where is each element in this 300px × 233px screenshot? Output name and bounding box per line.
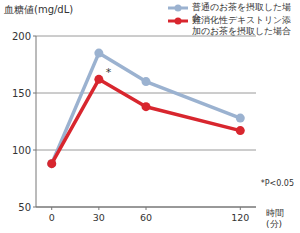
series-marker — [47, 159, 56, 168]
legend-label: 難消化性デキストリン添加のお茶を摂取した場合 — [192, 15, 298, 37]
series-marker — [236, 114, 245, 123]
legend-swatch-marker — [175, 5, 182, 12]
x-tick-label: 30 — [93, 212, 105, 223]
y-axis-label: 血糖値(mg/dL) — [4, 4, 73, 15]
x-tick — [51, 207, 52, 210]
x-tick — [240, 207, 241, 210]
significance-mark: * — [106, 66, 112, 79]
y-tick-label: 100 — [12, 145, 31, 156]
series-marker — [94, 49, 103, 58]
x-tick-label: 0 — [49, 212, 55, 223]
series-marker — [142, 77, 151, 86]
y-tick-label: 200 — [12, 31, 31, 42]
legend-swatch-marker — [175, 18, 182, 25]
series-marker — [236, 126, 245, 135]
y-tick-label: 50 — [18, 202, 31, 213]
x-tick — [98, 207, 99, 210]
series-line — [52, 53, 241, 164]
series-marker — [142, 102, 151, 111]
y-tick-label: 150 — [12, 88, 31, 99]
x-tick-label: 60 — [140, 212, 152, 223]
x-axis-label: 時間(分) — [266, 208, 286, 230]
y-axis — [36, 36, 37, 207]
x-tick — [146, 207, 147, 210]
grid-line — [36, 93, 256, 94]
plot-area — [47, 49, 245, 169]
series-marker — [94, 75, 103, 84]
significance-note: *P<0.05 — [261, 179, 294, 188]
grid-line — [36, 150, 256, 151]
series-line — [52, 79, 241, 163]
series-marker — [47, 159, 56, 168]
x-tick-label: 120 — [231, 212, 249, 223]
